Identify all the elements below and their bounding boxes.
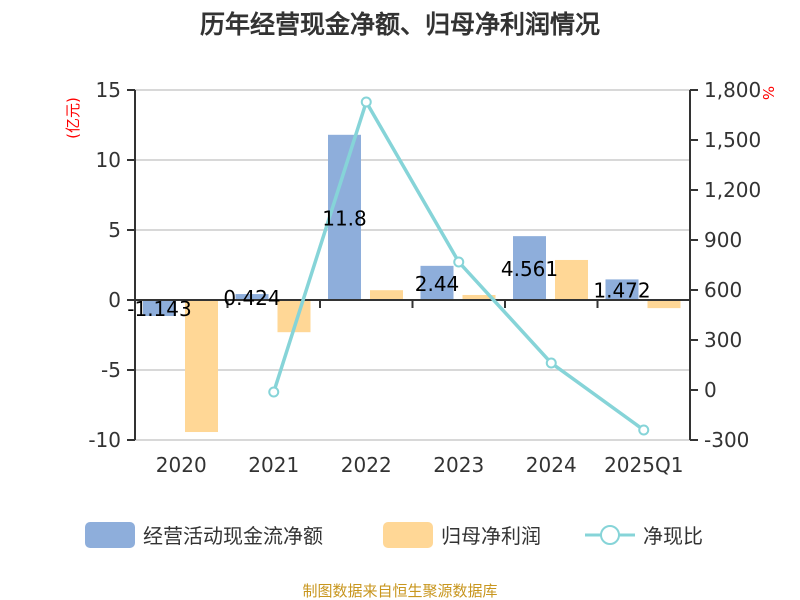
bar-cash-flow xyxy=(235,294,269,300)
x-tick-label: 2025Q1 xyxy=(604,453,683,477)
right-tick-label: 1,200 xyxy=(704,178,761,202)
bar-cash-flow xyxy=(605,279,639,300)
bar-cash-flow xyxy=(513,236,546,300)
bar-data-label: -1.143 xyxy=(127,297,191,321)
ratio-point xyxy=(545,357,557,369)
right-tick-label: 0 xyxy=(704,378,717,402)
right-tick-label: 900 xyxy=(704,228,742,252)
bar-data-label: 1.472 xyxy=(593,279,650,303)
right-tick-label: 1,800 xyxy=(704,78,761,102)
right-tick-label: 1,500 xyxy=(704,128,761,152)
left-tick-label: 0 xyxy=(108,288,121,312)
chart-title: 历年经营现金净额、归母净利润情况 xyxy=(200,10,600,39)
bar-net-profit xyxy=(555,259,588,300)
bar-net-profit xyxy=(185,300,218,433)
x-tick-label: 2020 xyxy=(156,453,207,477)
left-tick-label: -10 xyxy=(88,428,121,452)
ratio-point xyxy=(453,256,465,268)
bar-cash-flow xyxy=(143,300,176,317)
left-tick-label: 15 xyxy=(96,78,121,102)
right-tick-label: -300 xyxy=(704,428,749,452)
left-tick-label: -5 xyxy=(101,358,121,382)
bar-data-label: 0.424 xyxy=(223,286,280,310)
bar-net-profit xyxy=(462,294,496,300)
x-tick-label: 2021 xyxy=(248,453,299,477)
ratio-point xyxy=(638,424,650,436)
bar-data-label: 11.8 xyxy=(322,206,367,230)
x-tick-label: 2024 xyxy=(526,453,577,477)
right-tick-label: 600 xyxy=(704,278,742,302)
left-tick-label: 5 xyxy=(108,218,121,242)
left-axis-unit: (亿元) xyxy=(64,97,82,139)
bar-data-label: 2.44 xyxy=(415,272,460,296)
legend-swatch xyxy=(383,522,433,548)
legend-marker xyxy=(600,525,620,545)
source-footer: 制图数据来自恒生聚源数据库 xyxy=(302,582,497,600)
legend-label: 净现比 xyxy=(643,524,703,548)
left-tick-label: 10 xyxy=(96,148,121,172)
x-tick-label: 2023 xyxy=(433,453,484,477)
right-axis-unit: % xyxy=(759,86,777,100)
legend-label: 经营活动现金流净额 xyxy=(143,524,323,548)
legend-swatch xyxy=(85,522,135,548)
bar-data-label: 4.561 xyxy=(501,257,558,281)
ratio-point xyxy=(360,96,372,108)
bar-cash-flow xyxy=(420,265,454,300)
bar-net-profit xyxy=(647,300,681,309)
bar-cash-flow xyxy=(328,134,361,300)
right-tick-label: 300 xyxy=(704,328,742,352)
bar-net-profit xyxy=(370,290,403,300)
x-tick-label: 2022 xyxy=(341,453,392,477)
ratio-point xyxy=(268,386,280,398)
legend-label: 归母净利润 xyxy=(441,524,541,548)
